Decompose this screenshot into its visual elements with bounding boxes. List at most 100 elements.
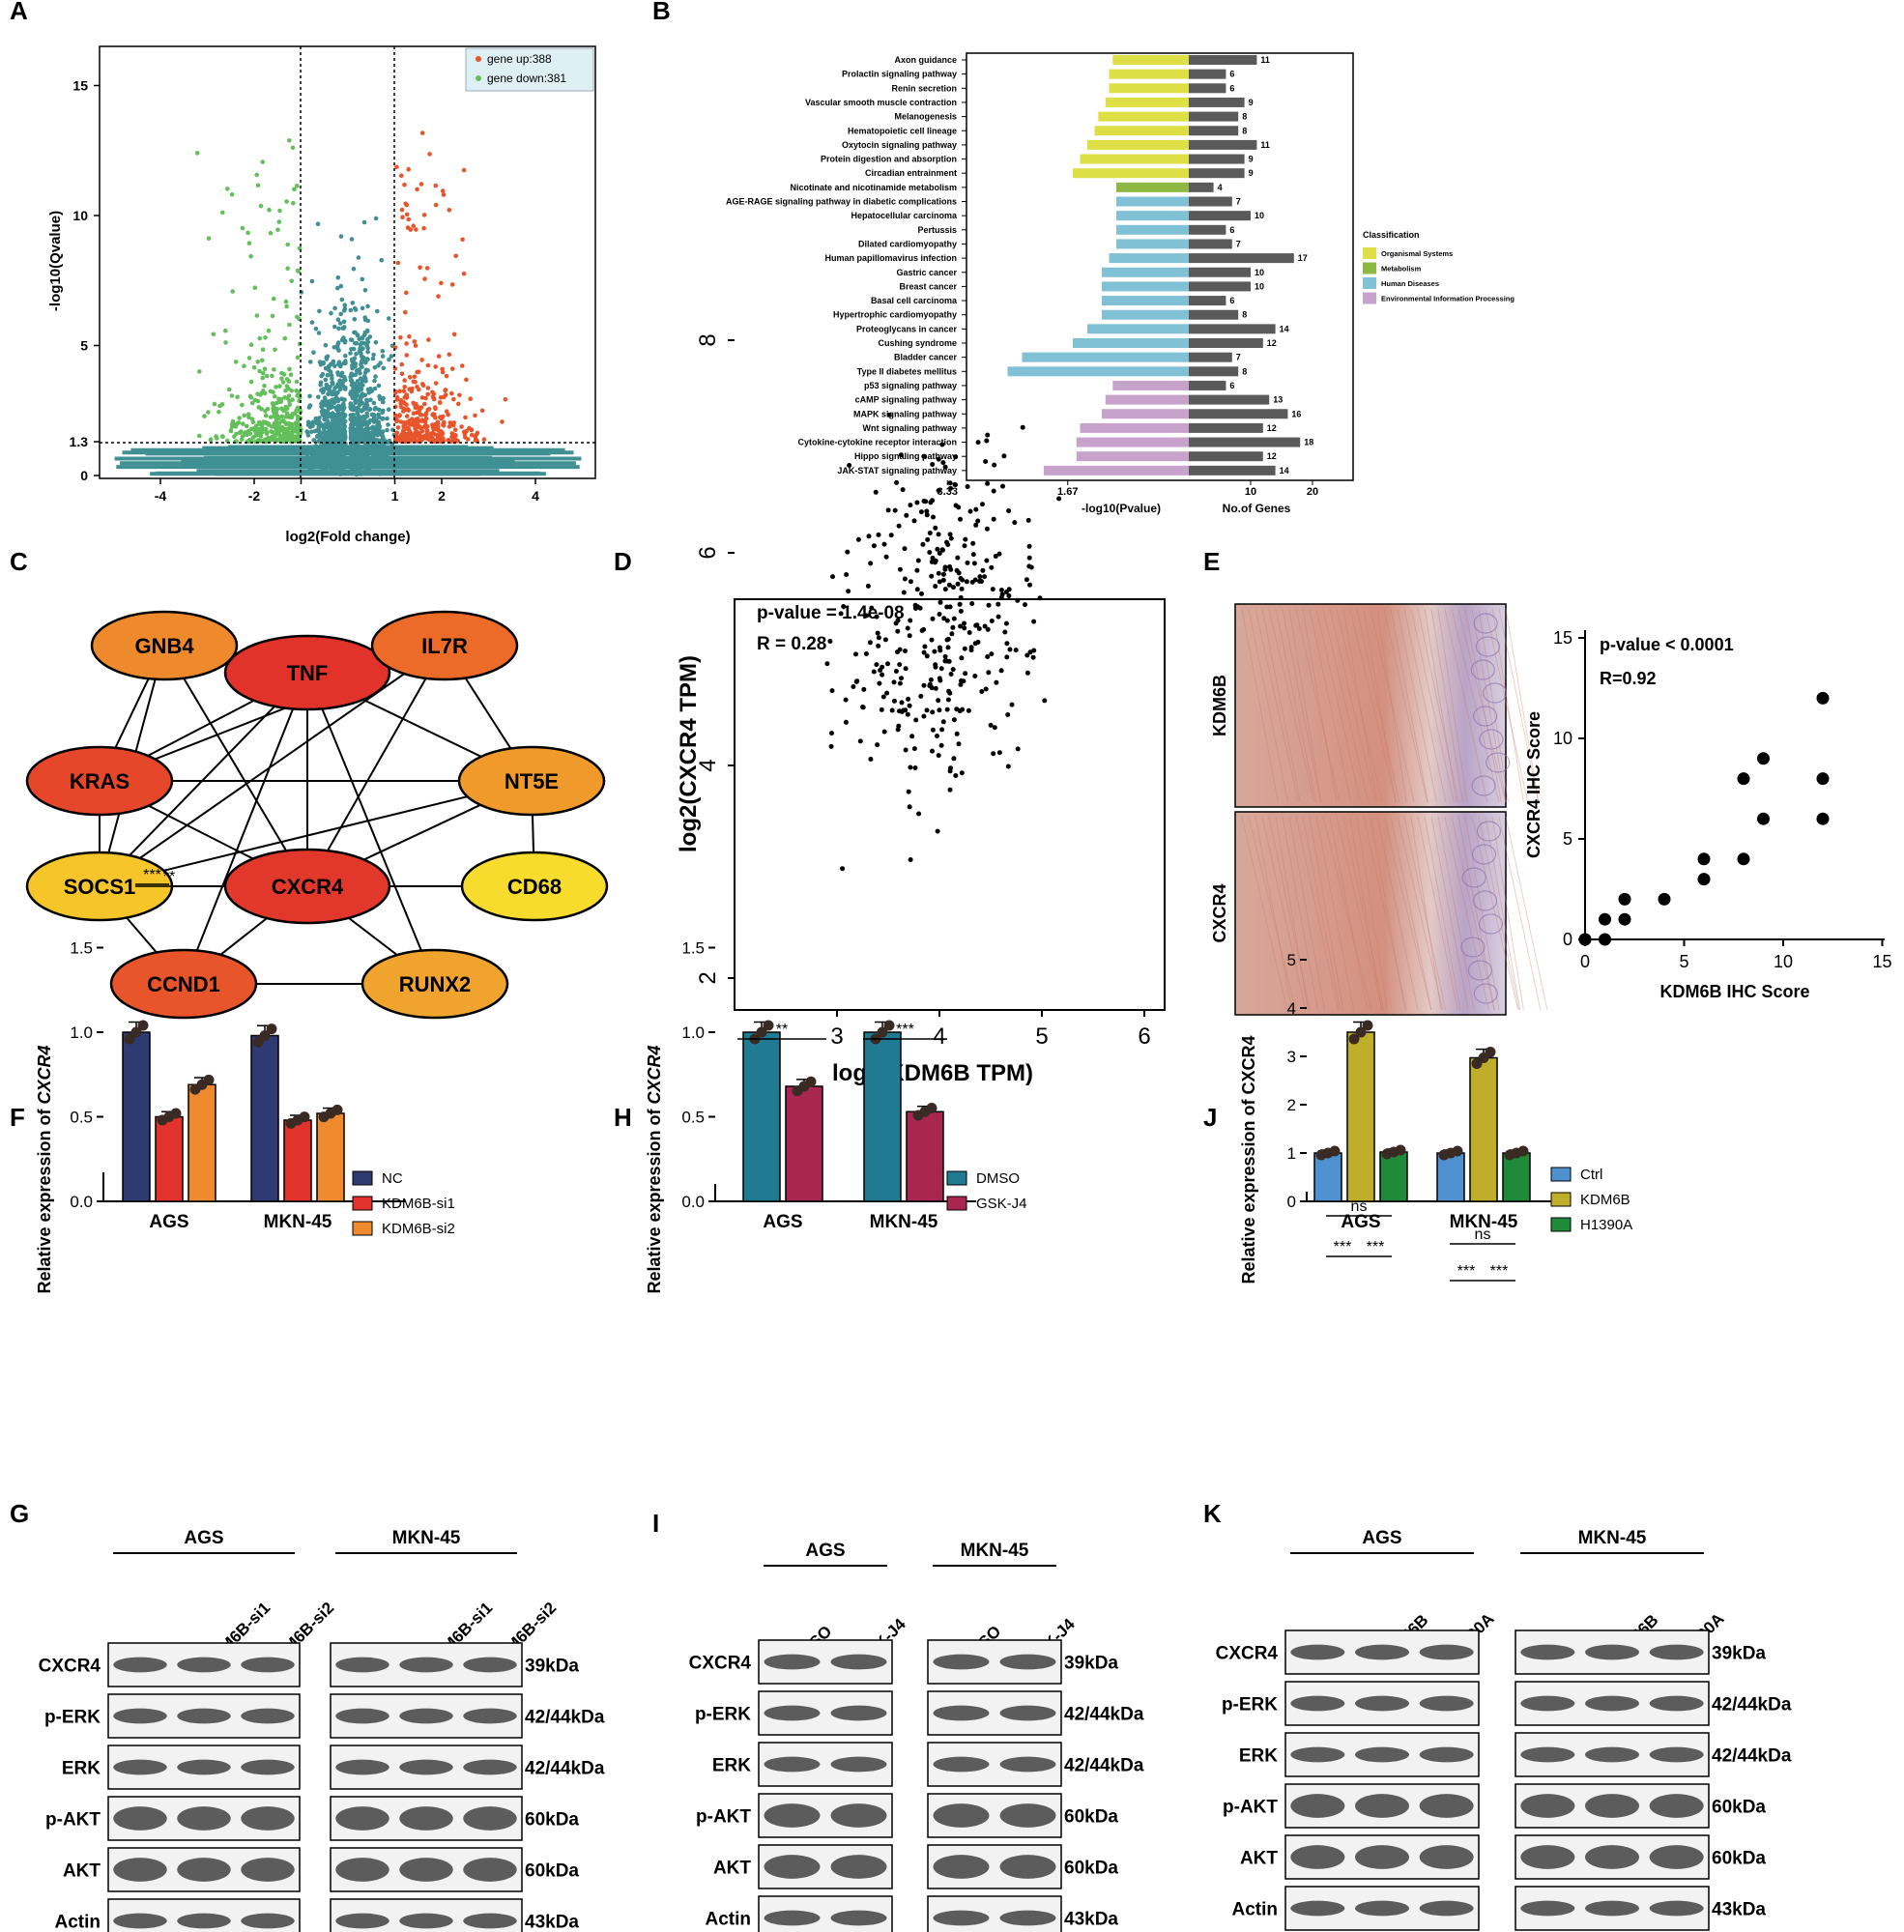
blot-size-label: 39kDa [1064, 1654, 1118, 1674]
scatter-point [967, 508, 973, 514]
blot-band [399, 1806, 453, 1831]
ns-gene-point [322, 400, 327, 406]
pvalue-bar [1116, 196, 1189, 207]
down-gene-point [259, 438, 264, 444]
scatter-point [986, 602, 992, 608]
up-gene-point [411, 223, 417, 228]
scatter-point [951, 717, 957, 723]
down-gene-point [260, 358, 265, 363]
pathway-label: Nicotinate and nicotinamide metabolism [790, 183, 957, 192]
down-gene-point [242, 363, 246, 369]
ihc-texture-stroke [1424, 816, 1461, 1011]
ns-gene-point [341, 421, 346, 426]
scatter-point [841, 604, 847, 609]
scatter-point [912, 765, 918, 770]
ihc-gland [1479, 729, 1504, 750]
ns-gene-point [342, 413, 348, 418]
scatter-point [867, 640, 873, 646]
down-gene-point [246, 356, 252, 360]
pathway-label: Oxytocin signaling pathway [842, 140, 957, 150]
gene-count-bar [1189, 211, 1251, 221]
down-gene-point [275, 227, 280, 233]
down-gene-point [272, 367, 276, 372]
up-gene-point [500, 419, 505, 424]
volcano-y-label: -log10(Qvalue) [47, 211, 64, 311]
ns-gene-point [326, 424, 332, 430]
down-gene-point [264, 413, 269, 418]
scatter-point [937, 579, 942, 585]
blot-band [1355, 1845, 1409, 1869]
volcano-y-tick-label: 1.3 [70, 434, 89, 449]
ihc-y-label: CXCR4 IHC Score [1524, 711, 1543, 858]
blot-band [1585, 1900, 1639, 1917]
ihc-texture-stroke [1268, 816, 1311, 1011]
up-gene-point [399, 173, 404, 179]
ns-gene-point [322, 434, 328, 440]
up-gene-point [433, 381, 439, 386]
up-gene-point [452, 427, 458, 433]
blot-band [1419, 1644, 1474, 1660]
scatter-point [924, 653, 930, 659]
up-gene-point [421, 225, 426, 231]
volcano-x-tick-label: 1 [391, 488, 399, 504]
ns-gene-point [364, 419, 369, 425]
scatter-point [962, 625, 967, 631]
significance-label: *** [1334, 1239, 1352, 1255]
blot-band [177, 1708, 231, 1724]
blot-band [764, 1910, 821, 1926]
blot-row-label: AKT [63, 1861, 101, 1882]
blot-band [1290, 1746, 1345, 1763]
ns-gene-point [376, 407, 382, 413]
ns-gene-point [333, 421, 339, 427]
ihc-texture-stroke [1255, 608, 1299, 803]
scatter-point [972, 674, 978, 678]
up-gene-point [440, 188, 446, 193]
legend-label: H1390A [1580, 1217, 1632, 1233]
ns-gene-point [331, 359, 336, 364]
ihc-texture-stroke [1342, 608, 1378, 803]
legend-swatch [946, 1170, 967, 1186]
down-gene-point [248, 342, 254, 348]
scatter-point [959, 586, 965, 591]
up-gene-point [420, 383, 426, 389]
blot-band [1355, 1695, 1409, 1712]
ihc-texture-stroke [1322, 816, 1372, 1011]
scatter-point [907, 703, 912, 708]
down-gene-point [264, 429, 270, 435]
scatter-point [945, 542, 951, 547]
ns-gene-point [374, 431, 380, 437]
gene-count-bar [1189, 253, 1294, 264]
scatter-point [930, 616, 936, 621]
ihc-texture-stroke [1282, 608, 1321, 803]
blot-band [999, 1803, 1056, 1828]
ns-gene-point [335, 341, 341, 347]
up-gene-point [423, 411, 429, 416]
scatter-point [989, 651, 995, 657]
kegg-x-label-genes: No.of Genes [1223, 502, 1291, 515]
up-gene-point [438, 395, 444, 400]
up-gene-point [404, 290, 409, 296]
up-gene-point [447, 208, 452, 213]
ns-gene-point [351, 266, 357, 272]
ihc-texture-stroke [1390, 608, 1428, 803]
scatter-point [988, 722, 994, 728]
scatter-point [944, 706, 950, 712]
blot-band [1520, 1746, 1575, 1763]
pathway-label: Human papillomavirus infection [824, 253, 957, 263]
replicate-point [252, 1036, 264, 1048]
ihc-texture-stroke [1241, 608, 1279, 803]
blot-band [999, 1705, 1056, 1721]
gene-count-bar [1189, 437, 1301, 447]
pathway-label: AGE-RAGE signaling pathway in diabetic c… [726, 197, 957, 207]
scatter-point [999, 591, 1005, 597]
ns-gene-point [361, 219, 367, 225]
scatter-point [946, 688, 952, 694]
bar-y-tick-label: 3 [1287, 1048, 1296, 1066]
bar [1436, 1152, 1465, 1202]
scatter-point [935, 828, 940, 834]
ns-gene-point [349, 389, 355, 394]
network-node [457, 745, 606, 817]
ns-gene-point [339, 297, 345, 303]
gene-count-bar [1189, 422, 1263, 433]
panel-letter-a: A [10, 0, 28, 25]
